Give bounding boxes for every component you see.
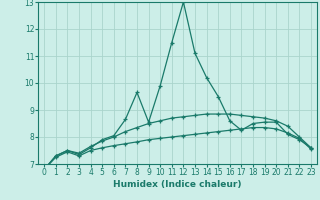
X-axis label: Humidex (Indice chaleur): Humidex (Indice chaleur) xyxy=(113,180,242,189)
